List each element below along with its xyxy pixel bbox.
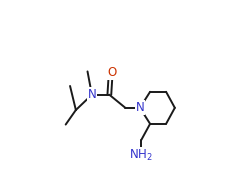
Text: N: N [136,101,144,114]
Text: O: O [108,66,117,79]
Text: NH$_2$: NH$_2$ [129,148,153,163]
Text: N: N [88,88,96,101]
